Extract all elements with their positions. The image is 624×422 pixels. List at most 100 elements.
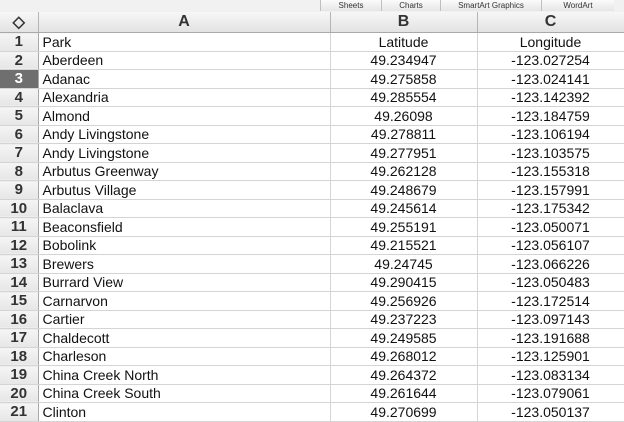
row-header[interactable]: 8 (0, 162, 39, 181)
cell-longitude[interactable]: -123.027254 (477, 51, 624, 70)
cell-longitude[interactable]: -123.083134 (477, 365, 624, 385)
row-header[interactable]: 14 (0, 273, 39, 292)
row-header[interactable]: 20 (0, 384, 39, 403)
cell-park[interactable]: Clinton (38, 402, 331, 422)
cell-park[interactable]: Brewers (38, 254, 331, 274)
cell-park[interactable]: Arbutus Village (38, 180, 331, 200)
cell-longitude[interactable]: -123.106194 (477, 125, 624, 144)
table-row: 4 Alexandria 49.285554 -123.142392 (0, 88, 624, 107)
cell-latitude[interactable]: 49.268012 (330, 347, 478, 366)
cell-park[interactable]: Cartier (38, 310, 331, 329)
tab-wordart[interactable]: WordArt (541, 0, 614, 11)
cell-latitude[interactable]: 49.277951 (330, 143, 478, 163)
cell-longitude[interactable]: -123.050483 (477, 273, 624, 292)
cell-longitude[interactable]: -123.172514 (477, 291, 624, 311)
cell-park[interactable]: Alexandria (38, 88, 331, 107)
cell-longitude[interactable]: -123.103575 (477, 143, 624, 163)
select-all-icon[interactable]: ◇ (0, 12, 39, 33)
row-header[interactable]: 21 (0, 402, 39, 422)
cell-longitude[interactable]: -123.024141 (477, 69, 624, 89)
cell-park[interactable]: Beaconsfield (38, 217, 331, 237)
table-row: 9 Arbutus Village 49.248679 -123.157991 (0, 180, 624, 200)
tab-sheets[interactable]: Sheets (320, 0, 381, 11)
row-header[interactable]: 15 (0, 291, 39, 311)
row-header[interactable]: 17 (0, 328, 39, 348)
cell-latitude[interactable]: 49.256926 (330, 291, 478, 311)
cell-longitude[interactable]: -123.079061 (477, 384, 624, 403)
cell-park[interactable]: Andy Livingstone (38, 125, 331, 144)
cell-park[interactable]: Andy Livingstone (38, 143, 331, 163)
cell-latitude[interactable]: 49.255191 (330, 217, 478, 237)
row-header[interactable]: 2 (0, 51, 39, 70)
row-header[interactable]: 1 (0, 32, 39, 52)
cell-longitude[interactable]: -123.056107 (477, 236, 624, 255)
cell-park[interactable]: China Creek South (38, 384, 331, 403)
row-header[interactable]: 12 (0, 236, 39, 255)
cell-longitude[interactable]: -123.097143 (477, 310, 624, 329)
table-row: 10 Balaclava 49.245614 -123.175342 (0, 199, 624, 218)
cell-longitude[interactable]: -123.155318 (477, 162, 624, 181)
cell-latitude[interactable]: Latitude (330, 32, 478, 52)
cell-longitude[interactable]: -123.125901 (477, 347, 624, 366)
cell-latitude[interactable]: 49.270699 (330, 402, 478, 422)
row-header[interactable]: 11 (0, 217, 39, 237)
row-header[interactable]: 13 (0, 254, 39, 274)
cell-park[interactable]: Bobolink (38, 236, 331, 255)
row-header[interactable]: 5 (0, 106, 39, 126)
cell-longitude[interactable]: Longitude (477, 32, 624, 52)
cell-longitude[interactable]: -123.157991 (477, 180, 624, 200)
row-header[interactable]: 19 (0, 365, 39, 385)
cell-park[interactable]: Park (38, 32, 331, 52)
row-header[interactable]: 4 (0, 88, 39, 107)
table-row: 19 China Creek North 49.264372 -123.083134 (0, 365, 624, 385)
cell-park[interactable]: Balaclava (38, 199, 331, 218)
cell-latitude[interactable]: 49.249585 (330, 328, 478, 348)
row-header[interactable]: 7 (0, 143, 39, 163)
row-header[interactable]: 10 (0, 199, 39, 218)
cell-latitude[interactable]: 49.285554 (330, 88, 478, 107)
cell-latitude[interactable]: 49.24745 (330, 254, 478, 274)
row-header[interactable]: 6 (0, 125, 39, 144)
cell-park[interactable]: Almond (38, 106, 331, 126)
cell-latitude[interactable]: 49.278811 (330, 125, 478, 144)
cell-park[interactable]: Aberdeen (38, 51, 331, 70)
column-header-c[interactable]: C (477, 12, 624, 33)
cell-latitude[interactable]: 49.245614 (330, 199, 478, 218)
cell-latitude[interactable]: 49.215521 (330, 236, 478, 255)
tab-charts[interactable]: Charts (381, 0, 440, 11)
cell-park[interactable]: China Creek North (38, 365, 331, 385)
column-header-b[interactable]: B (330, 12, 478, 33)
table-row: 18 Charleson 49.268012 -123.125901 (0, 347, 624, 366)
cell-longitude[interactable]: -123.191688 (477, 328, 624, 348)
tab-smartart-graphics[interactable]: SmartArt Graphics (440, 0, 541, 11)
cell-park[interactable]: Adanac (38, 69, 331, 89)
cell-park[interactable]: Carnarvon (38, 291, 331, 311)
row-header[interactable]: 9 (0, 180, 39, 200)
cell-latitude[interactable]: 49.26098 (330, 106, 478, 126)
table-row: 21 Clinton 49.270699 -123.050137 (0, 402, 624, 422)
cell-longitude[interactable]: -123.175342 (477, 199, 624, 218)
cell-latitude[interactable]: 49.275858 (330, 69, 478, 89)
cell-longitude[interactable]: -123.142392 (477, 88, 624, 107)
table-row: 11 Beaconsfield 49.255191 -123.050071 (0, 217, 624, 237)
cell-park[interactable]: Chaldecott (38, 328, 331, 348)
row-header[interactable]: 18 (0, 347, 39, 366)
cell-latitude[interactable]: 49.262128 (330, 162, 478, 181)
cell-latitude[interactable]: 49.264372 (330, 365, 478, 385)
cell-longitude[interactable]: -123.050071 (477, 217, 624, 237)
column-header-a[interactable]: A (38, 12, 331, 33)
cell-latitude[interactable]: 49.234947 (330, 51, 478, 70)
cell-latitude[interactable]: 49.237223 (330, 310, 478, 329)
cell-longitude[interactable]: -123.066226 (477, 254, 624, 274)
cell-longitude[interactable]: -123.050137 (477, 402, 624, 422)
cell-latitude[interactable]: 49.248679 (330, 180, 478, 200)
cell-park[interactable]: Charleson (38, 347, 331, 366)
cell-latitude[interactable]: 49.290415 (330, 273, 478, 292)
row-header[interactable]: 16 (0, 310, 39, 329)
cell-latitude[interactable]: 49.261644 (330, 384, 478, 403)
cell-park[interactable]: Burrard View (38, 273, 331, 292)
row-header[interactable]: 3 (0, 69, 39, 89)
cell-longitude[interactable]: -123.184759 (477, 106, 624, 126)
cell-park[interactable]: Arbutus Greenway (38, 162, 331, 181)
spreadsheet-grid: ◇ A B C 1 Park Latitude Longitude 2 Aberdeen 4… (0, 12, 624, 422)
